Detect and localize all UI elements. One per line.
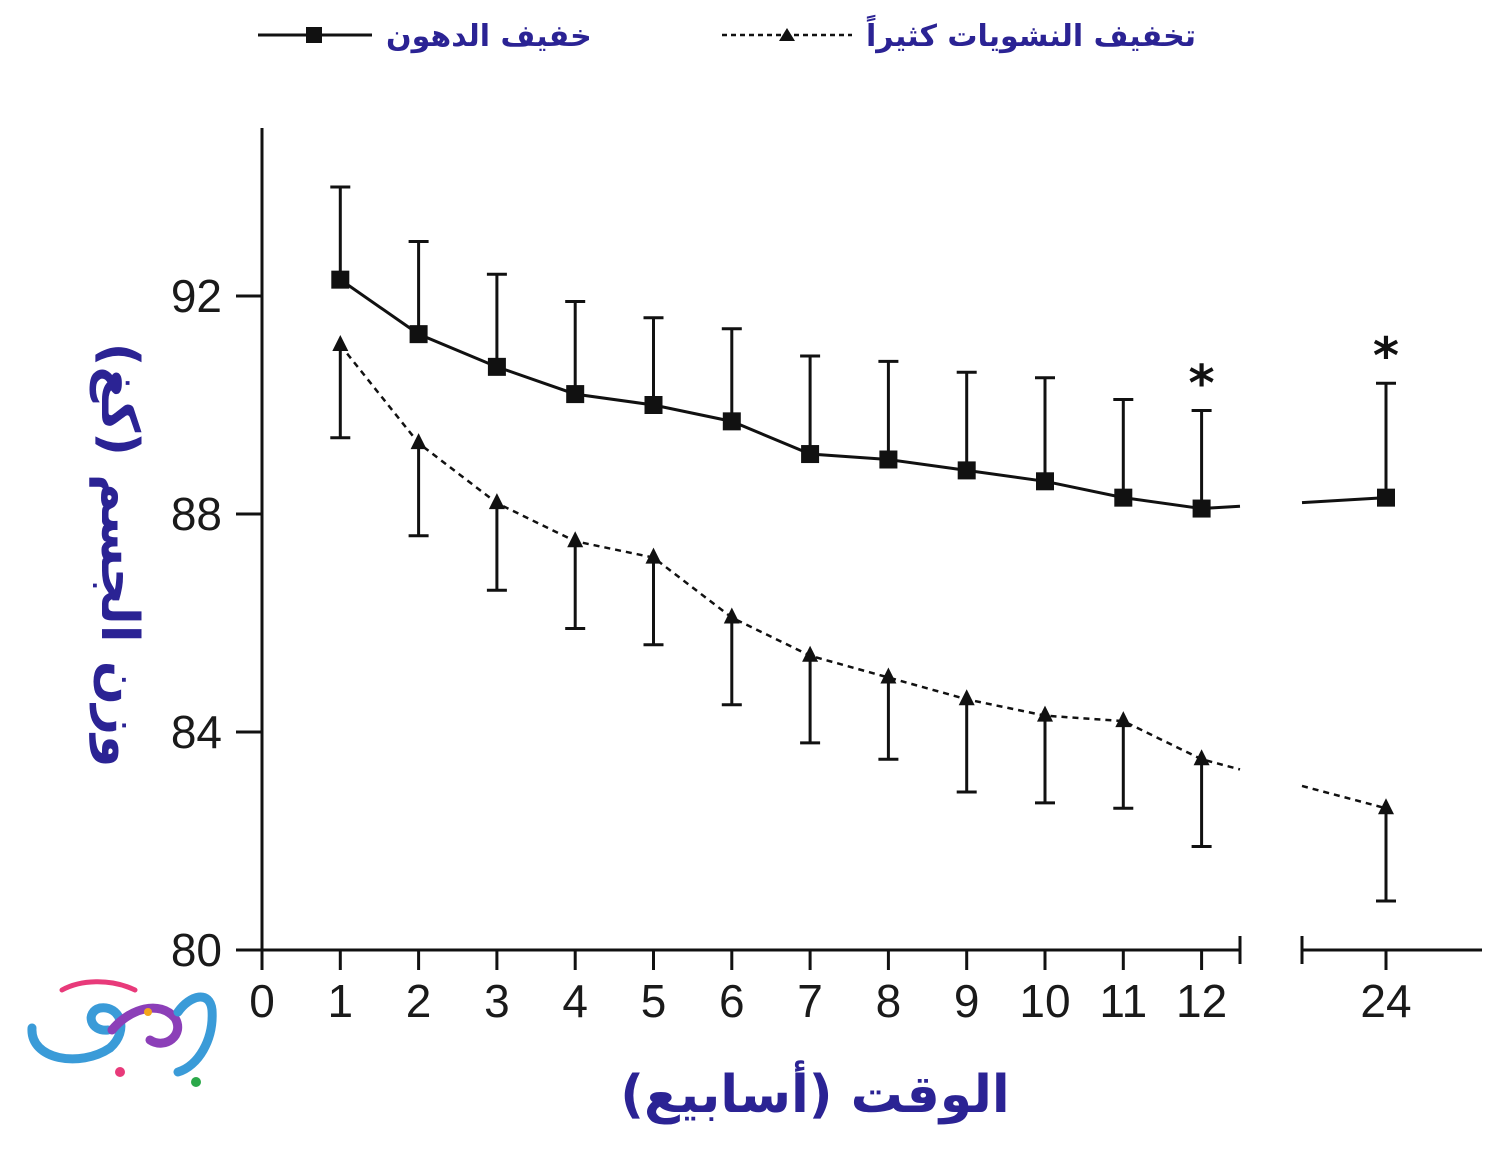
x-tick-label: 9 xyxy=(954,975,980,1027)
data-point xyxy=(957,461,976,480)
legend: خفيف الدهون تخفيف النشويات كثيراً xyxy=(258,14,1196,54)
series-line-after-break xyxy=(1301,496,1387,505)
series-line-after-break xyxy=(1301,784,1387,810)
x-tick-label: 5 xyxy=(641,975,667,1027)
legend-fat-label: خفيف الدهون xyxy=(386,19,592,54)
data-point xyxy=(958,689,975,706)
x-ticks: 0 1 2 3 4 5 6 7 8 9 10 11 12 24 xyxy=(249,950,1412,1027)
watermark-logo xyxy=(27,979,217,1087)
x-tick-label: 10 xyxy=(1019,975,1070,1027)
data-point xyxy=(880,667,897,684)
data-point xyxy=(1193,749,1210,766)
axes xyxy=(236,128,1482,964)
legend-carb-key xyxy=(722,28,852,41)
data-point xyxy=(409,325,428,344)
data-point xyxy=(802,645,819,662)
significance-star: * xyxy=(1189,354,1215,412)
series-layer xyxy=(330,185,1396,903)
data-point xyxy=(567,531,584,548)
legend-fat-key xyxy=(258,27,372,43)
legend-carb-label: تخفيف النشويات كثيراً xyxy=(866,14,1196,54)
data-point xyxy=(1377,488,1395,507)
x-tick-label: 4 xyxy=(562,975,588,1027)
series-fat xyxy=(330,185,1396,518)
data-point xyxy=(645,547,662,564)
data-point xyxy=(723,607,740,624)
data-point xyxy=(331,270,350,289)
data-point xyxy=(1036,472,1054,491)
significance-star: * xyxy=(1373,327,1399,385)
x-tick-label: 8 xyxy=(876,975,902,1027)
y-ticks: 80 84 88 92 xyxy=(171,270,262,976)
data-point xyxy=(644,396,663,414)
data-point xyxy=(879,450,898,469)
series-line xyxy=(339,278,1241,511)
y-tick-label: 88 xyxy=(171,488,222,540)
data-point xyxy=(1378,798,1394,815)
series-carb xyxy=(330,335,1396,903)
y-tick-label: 84 xyxy=(171,706,222,758)
x-tick-label: 6 xyxy=(719,975,745,1027)
data-point xyxy=(488,493,505,510)
x-tick-label: 7 xyxy=(797,975,823,1027)
x-axis-title: الوقت (أسابيع) xyxy=(620,1060,1009,1125)
data-point xyxy=(566,385,585,404)
x-tick-label: 1 xyxy=(328,975,354,1027)
annotation-layer: * * xyxy=(1189,327,1400,412)
data-point xyxy=(332,335,349,352)
x-tick-label: 12 xyxy=(1176,975,1227,1027)
data-point xyxy=(410,433,427,450)
data-point xyxy=(722,412,741,431)
x-tick-label: 11 xyxy=(1099,975,1147,1027)
x-tick-label: 0 xyxy=(249,975,275,1027)
data-point xyxy=(1114,488,1133,507)
x-tick-label: 3 xyxy=(484,975,510,1027)
y-axis-title: وزن الجسم (كغ) xyxy=(89,343,149,768)
x-tick-label: 2 xyxy=(406,975,432,1027)
data-point xyxy=(1037,705,1053,722)
y-tick-label: 92 xyxy=(171,270,222,322)
data-point xyxy=(1192,499,1211,518)
data-point xyxy=(487,357,506,376)
y-tick-label: 80 xyxy=(171,924,222,976)
data-point xyxy=(1115,711,1132,728)
data-point xyxy=(801,445,820,464)
x-tick-label: 24 xyxy=(1360,975,1411,1027)
series-line xyxy=(339,344,1241,771)
